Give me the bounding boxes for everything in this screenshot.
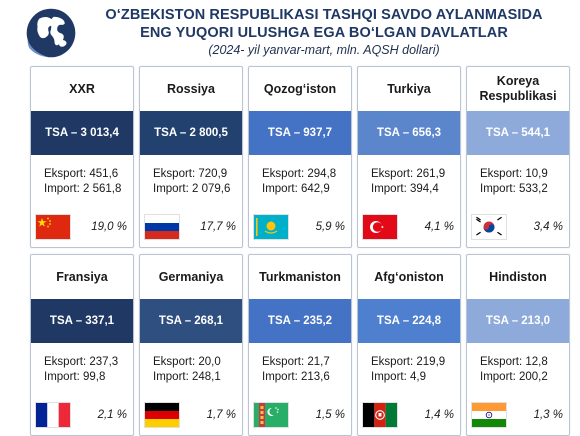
card-footer: 1,4 % (358, 395, 460, 435)
country-card: Afg‘oniston TSA – 224,8 Eksport: 219,9 Impo… (357, 254, 461, 436)
trade-values: Eksport: 219,9 Import: 4,9 (358, 343, 460, 395)
country-card: Germaniya TSA – 268,1 Eksport: 20,0 Import:… (139, 254, 243, 436)
india-flag-icon (471, 402, 507, 428)
card-footer: 17,7 % (140, 207, 242, 247)
card-footer: 3,4 % (467, 207, 569, 247)
trade-values: Eksport: 20,0 Import: 248,1 (140, 343, 242, 395)
share-percent: 1,4 % (424, 409, 454, 421)
trade-values: Eksport: 451,6 Import: 2 561,8 (31, 155, 133, 207)
export-value: Eksport: 720,9 (153, 168, 228, 180)
trade-turnover-band: TSA – 2 800,5 (140, 111, 242, 155)
share-percent: 5,9 % (315, 221, 345, 233)
trade-turnover-band: TSA – 235,2 (249, 299, 351, 343)
export-value: Eksport: 261,9 (371, 168, 446, 180)
export-value: Eksport: 219,9 (371, 356, 446, 368)
country-card: Qozog‘iston TSA – 937,7 Eksport: 294,8 Impo… (248, 66, 352, 248)
trade-turnover-band: TSA – 213,0 (467, 299, 569, 343)
trade-turnover-band: TSA – 544,1 (467, 111, 569, 155)
share-percent: 2,1 % (97, 409, 127, 421)
country-name: Fransiya (56, 269, 108, 284)
export-value: Eksport: 451,6 (44, 168, 119, 180)
kazakhstan-flag-icon (253, 214, 289, 240)
country-name: XXR (69, 81, 95, 96)
title-line-2: ENG YUQORI ULUSHGA EGA BO‘LGAN DAVLATLAR (140, 25, 508, 41)
trade-turnover-band: TSA – 656,3 (358, 111, 460, 155)
country-card: Fransiya TSA – 337,1 Eksport: 237,3 Import:… (30, 254, 134, 436)
import-value: Import: 2 561,8 (44, 183, 122, 195)
export-value: Eksport: 237,3 (44, 356, 119, 368)
share-percent: 1,5 % (315, 409, 345, 421)
country-name: Afg‘oniston (374, 269, 444, 284)
import-value: Import: 2 079,6 (153, 183, 231, 195)
trade-values: Eksport: 12,8 Import: 200,2 (467, 343, 569, 395)
export-value: Eksport: 20,0 (153, 356, 221, 368)
turkey-flag-icon (362, 214, 398, 240)
subtitle: (2024- yil yanvar-mart, mln. AQSH dollar… (208, 43, 440, 57)
card-footer: 1,3 % (467, 395, 569, 435)
turkmenistan-flag-icon (253, 402, 289, 428)
card-footer: 1,5 % (249, 395, 351, 435)
china-flag-icon (35, 214, 71, 240)
country-name: Turkmaniston (259, 269, 341, 284)
afghanistan-flag-icon (362, 402, 398, 428)
import-value: Import: 248,1 (153, 371, 221, 383)
france-flag-icon (35, 402, 71, 428)
import-value: Import: 200,2 (480, 371, 548, 383)
country-name: Germaniya (158, 269, 224, 284)
trade-values: Eksport: 10,9 Import: 533,2 (467, 155, 569, 207)
trade-turnover-band: TSA – 3 013,4 (31, 111, 133, 155)
import-value: Import: 4,9 (371, 371, 426, 383)
card-footer: 5,9 % (249, 207, 351, 247)
import-value: Import: 99,8 (44, 371, 106, 383)
trade-turnover-band: TSA – 337,1 (31, 299, 133, 343)
germany-flag-icon (144, 402, 180, 428)
import-value: Import: 533,2 (480, 183, 548, 195)
import-value: Import: 642,9 (262, 183, 330, 195)
share-percent: 4,1 % (424, 221, 454, 233)
country-name: Turkiya (387, 81, 431, 96)
country-card: XXR TSA – 3 013,4 Eksport: 451,6 Import: 2 … (30, 66, 134, 248)
trade-values: Eksport: 294,8 Import: 642,9 (249, 155, 351, 207)
export-value: Eksport: 21,7 (262, 356, 330, 368)
export-value: Eksport: 294,8 (262, 168, 337, 180)
trade-values: Eksport: 261,9 Import: 394,4 (358, 155, 460, 207)
card-footer: 4,1 % (358, 207, 460, 247)
share-percent: 1,7 % (206, 409, 236, 421)
south-korea-flag-icon (471, 214, 507, 240)
trade-turnover-band: TSA – 937,7 (249, 111, 351, 155)
share-percent: 3,4 % (533, 221, 563, 233)
share-percent: 17,7 % (200, 221, 236, 233)
country-name: Qozog‘iston (263, 81, 337, 96)
country-name: Rossiya (167, 81, 215, 96)
import-value: Import: 394,4 (371, 183, 439, 195)
country-card: Turkiya TSA – 656,3 Eksport: 261,9 Import: … (357, 66, 461, 248)
russia-flag-icon (144, 214, 180, 240)
share-percent: 1,3 % (533, 409, 563, 421)
card-footer: 1,7 % (140, 395, 242, 435)
header: O‘ZBEKISTON RESPUBLIKASI TASHQI SAVDO AY… (84, 6, 564, 59)
country-card: Turkmaniston TSA – 235,2 Eksport: 21,7 Impo… (248, 254, 352, 436)
trade-turnover-band: TSA – 268,1 (140, 299, 242, 343)
card-footer: 19,0 % (31, 207, 133, 247)
card-footer: 2,1 % (31, 395, 133, 435)
trade-values: Eksport: 720,9 Import: 2 079,6 (140, 155, 242, 207)
import-value: Import: 213,6 (262, 371, 330, 383)
export-value: Eksport: 12,8 (480, 356, 548, 368)
trade-values: Eksport: 21,7 Import: 213,6 (249, 343, 351, 395)
country-grid: XXR TSA – 3 013,4 Eksport: 451,6 Import: 2 … (30, 66, 570, 436)
title-line-1: O‘ZBEKISTON RESPUBLIKASI TASHQI SAVDO AY… (105, 7, 543, 23)
country-card: Koreya Respublikasi TSA – 544,1 Eksport: 1… (466, 66, 570, 248)
export-value: Eksport: 10,9 (480, 168, 548, 180)
country-name: Koreya Respublikasi (479, 74, 557, 103)
trade-values: Eksport: 237,3 Import: 99,8 (31, 343, 133, 395)
globe-logo-icon (26, 8, 76, 58)
country-card: Hindiston TSA – 213,0 Eksport: 12,8 Import:… (466, 254, 570, 436)
country-card: Rossiya TSA – 2 800,5 Eksport: 720,9 Import… (139, 66, 243, 248)
country-name: Hindiston (489, 269, 547, 284)
trade-turnover-band: TSA – 224,8 (358, 299, 460, 343)
share-percent: 19,0 % (91, 221, 127, 233)
